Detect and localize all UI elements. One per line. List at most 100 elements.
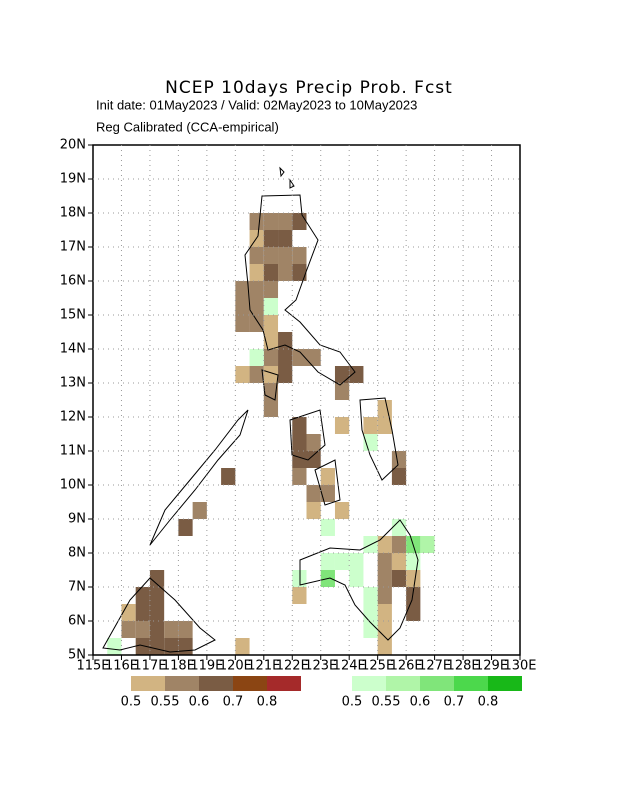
dry-cell: [377, 604, 392, 621]
wet-cell: [349, 570, 364, 587]
coastline: [102, 166, 419, 653]
legend-label: 0.55: [372, 695, 401, 710]
lat-tick-label: 18N: [60, 206, 86, 221]
dry-cell: [249, 366, 264, 383]
wet-cell: [320, 553, 335, 570]
lon-tick-label: 117E: [133, 659, 166, 674]
dry-cell: [149, 570, 165, 587]
dry-cell: [121, 604, 136, 621]
wet-cell: [263, 298, 279, 315]
wet-cell: [292, 570, 307, 587]
lon-tick-label: 128E: [447, 659, 480, 674]
dry-cell: [249, 315, 264, 332]
legend-label: 0.6: [189, 695, 210, 710]
dry-cell: [149, 604, 165, 621]
legend-label: 0.5: [342, 695, 363, 710]
dry-cell: [391, 468, 407, 485]
legend-swatch: [131, 676, 165, 691]
dry-cell: [249, 298, 264, 315]
dry-cell: [235, 366, 250, 383]
lon-tick-label: 123E: [304, 659, 337, 674]
lon-tick-label: 119E: [190, 659, 223, 674]
dry-cell: [292, 247, 307, 264]
wet-cell: [249, 349, 264, 366]
dry-cell: [377, 621, 392, 638]
lat-tick-label: 11N: [60, 444, 86, 459]
dry-cell: [349, 366, 364, 383]
dry-cell: [135, 638, 150, 655]
wet-cell: [334, 553, 350, 570]
wet-cell: [420, 536, 435, 553]
dry-cell: [221, 468, 236, 485]
dry-cell: [263, 349, 279, 366]
dry-cell: [406, 570, 421, 587]
legend-swatch: [386, 676, 420, 691]
frame: [92, 144, 521, 656]
dry-cell: [278, 247, 293, 264]
method: Reg Calibrated (CCA-empirical): [96, 119, 279, 134]
lat-tick-label: 7N: [68, 580, 86, 595]
dry-cell: [235, 638, 250, 655]
dry-cell: [263, 213, 279, 230]
dry-cell: [149, 587, 165, 604]
dry-cell: [406, 587, 421, 604]
dry-cell: [391, 553, 407, 570]
dry-cell: [292, 264, 307, 281]
lon-tick-label: 125E: [361, 659, 394, 674]
dry-cell: [278, 349, 293, 366]
dry-cell: [306, 434, 321, 451]
dry-cell: [263, 247, 279, 264]
lon-tick-label: 129E: [475, 659, 508, 674]
dry-cell: [278, 332, 293, 349]
dry-cell: [235, 281, 250, 298]
dry-cell: [363, 417, 378, 434]
dry-cell: [377, 553, 392, 570]
lat-tick-label: 13N: [60, 376, 86, 391]
dry-cell: [263, 366, 279, 383]
dry-cell: [263, 315, 279, 332]
dry-cell: [320, 485, 335, 502]
lat-tick-label: 16N: [60, 274, 86, 289]
lat-tick-label: 20N: [60, 138, 86, 153]
dry-cell: [249, 247, 264, 264]
dry-cell: [292, 468, 307, 485]
dry-cell: [391, 570, 407, 587]
dry-cell: [377, 536, 392, 553]
lon-tick-label: 126E: [390, 659, 423, 674]
wet-cell: [363, 604, 378, 621]
dry-cell: [334, 366, 350, 383]
dry-cell: [320, 468, 335, 485]
dry-cell: [235, 298, 250, 315]
legend-label: 0.7: [444, 695, 465, 710]
dry-cell: [391, 451, 407, 468]
lon-tick-label: 115E: [76, 659, 109, 674]
dry-cell: [377, 417, 392, 434]
dry-cell: [263, 332, 279, 349]
legend-label: 0.55: [151, 695, 180, 710]
dry-cell: [149, 621, 165, 638]
wet-cell: [363, 587, 378, 604]
dry-cell: [263, 264, 279, 281]
dry-cell: [178, 621, 193, 638]
dry-cell: [235, 315, 250, 332]
lat-tick-label: 6N: [68, 614, 86, 629]
dry-cell: [263, 230, 279, 247]
legend-swatch: [267, 676, 301, 691]
legend-swatch: [488, 676, 522, 691]
subtitle: Init date: 01May2023 / Valid: 02May2023 …: [96, 97, 417, 112]
dry-cell: [292, 349, 307, 366]
lat-tick-label: 14N: [60, 342, 86, 357]
dry-cell: [306, 451, 321, 468]
dry-cell: [278, 264, 293, 281]
dry-cell: [377, 638, 392, 655]
lat-tick-label: 19N: [60, 172, 86, 187]
dry-cell: [334, 502, 350, 519]
dry-cell: [263, 281, 279, 298]
legend-swatch: [352, 676, 386, 691]
legend-label: 0.8: [478, 695, 499, 710]
lat-tick-label: 17N: [60, 240, 86, 255]
legend-swatch: [233, 676, 267, 691]
dry-cell: [178, 519, 193, 536]
dry-cell: [377, 570, 392, 587]
